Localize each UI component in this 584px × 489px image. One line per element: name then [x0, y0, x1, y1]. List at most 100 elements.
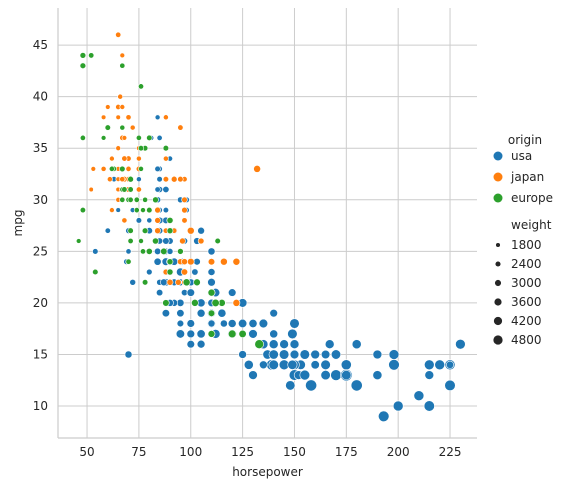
legend-label-usa: usa: [511, 149, 532, 163]
y-tick-label: 35: [33, 141, 48, 155]
legend-size-label: 1800: [511, 238, 542, 252]
data-point-japan: [121, 135, 128, 141]
data-point-usa: [156, 289, 164, 297]
data-point-usa: [310, 349, 320, 360]
data-point-usa: [196, 329, 206, 339]
data-point-japan: [181, 258, 188, 266]
legend-size-marker: [494, 298, 502, 306]
data-point-usa: [207, 247, 216, 256]
data-point-europe: [133, 196, 140, 203]
data-point-japan: [136, 155, 142, 162]
legend-marker-japan: [493, 172, 503, 182]
data-point-japan: [90, 166, 96, 172]
data-point-usa: [176, 309, 185, 318]
data-point-europe: [214, 237, 221, 245]
x-tick-label: 200: [387, 445, 410, 459]
data-point-usa: [289, 318, 300, 329]
data-point-japan: [117, 93, 124, 100]
data-point-japan: [129, 124, 136, 131]
legend-size-marker: [493, 335, 503, 345]
data-point-europe: [238, 329, 247, 338]
data-point-europe: [79, 52, 87, 59]
data-point-europe: [160, 247, 168, 255]
data-point-usa: [310, 360, 320, 370]
data-point-europe: [119, 62, 126, 69]
legend-size-marker: [495, 261, 501, 267]
legend-size-label: 4800: [511, 333, 542, 347]
data-point-usa: [324, 339, 335, 349]
data-point-usa: [175, 329, 185, 339]
y-axis-label: mpg: [11, 210, 25, 237]
data-point-europe: [108, 165, 115, 172]
data-point-japan: [109, 207, 115, 213]
data-point-usa: [228, 288, 237, 297]
data-point-europe: [127, 227, 134, 234]
data-point-japan: [179, 237, 186, 245]
data-point-japan: [109, 155, 115, 162]
data-point-usa: [372, 349, 383, 360]
data-point-usa: [424, 370, 435, 380]
data-point-usa: [186, 288, 195, 297]
data-point-usa: [278, 349, 290, 360]
data-point-europe: [138, 166, 144, 172]
data-point-europe: [228, 329, 237, 339]
data-point-usa: [161, 309, 170, 318]
data-point-usa: [351, 339, 362, 350]
x-axis-label: horsepower: [232, 465, 303, 479]
x-tick-label: 150: [283, 445, 306, 459]
data-point-usa: [129, 278, 137, 286]
x-tick-label: 175: [335, 445, 358, 459]
data-point-europe: [166, 268, 174, 276]
data-point-usa: [154, 114, 161, 121]
data-point-usa: [413, 390, 425, 402]
x-tick-label: 225: [439, 445, 462, 459]
data-point-europe: [146, 206, 153, 214]
data-point-usa: [125, 248, 132, 255]
data-point-usa: [285, 380, 296, 391]
data-point-usa: [136, 176, 142, 183]
data-point-europe: [145, 247, 153, 255]
data-point-usa: [238, 350, 247, 359]
data-point-usa: [104, 227, 111, 234]
data-point-japan: [125, 114, 132, 121]
data-point-usa: [124, 350, 133, 359]
data-point-japan: [170, 175, 178, 183]
data-point-usa: [279, 339, 289, 349]
data-point-japan: [105, 104, 111, 110]
data-point-usa: [299, 369, 311, 381]
data-point-japan: [177, 176, 184, 183]
data-point-usa: [162, 237, 170, 245]
legend-size-marker: [494, 279, 502, 287]
data-point-japan: [119, 176, 126, 183]
y-tick-label: 20: [33, 296, 48, 310]
data-point-usa: [156, 134, 163, 141]
data-point-europe: [141, 227, 149, 234]
legend-size-marker: [495, 242, 501, 248]
data-point-usa: [268, 339, 279, 350]
data-point-europe: [191, 299, 199, 307]
data-point-usa: [196, 308, 206, 318]
data-point-japan: [232, 257, 241, 266]
data-point-japan: [119, 52, 126, 59]
data-point-japan: [181, 268, 189, 276]
data-point-europe: [127, 175, 134, 183]
data-point-europe: [166, 227, 174, 235]
data-point-europe: [92, 268, 99, 276]
data-point-usa: [191, 268, 199, 276]
data-point-usa: [162, 207, 169, 214]
data-point-japan: [163, 155, 169, 162]
data-point-europe: [119, 165, 126, 173]
data-point-europe: [88, 52, 95, 59]
data-point-europe: [162, 145, 170, 152]
data-point-usa: [176, 319, 185, 328]
legend-label-europe: europe: [511, 191, 553, 205]
data-point-japan: [154, 217, 161, 224]
data-point-japan: [162, 176, 169, 183]
data-point-usa: [350, 379, 363, 392]
data-point-europe: [75, 238, 82, 244]
data-point-japan: [177, 124, 184, 131]
data-point-europe: [119, 196, 126, 203]
data-point-europe: [152, 196, 159, 204]
data-point-europe: [177, 248, 184, 255]
data-point-usa: [217, 308, 227, 318]
